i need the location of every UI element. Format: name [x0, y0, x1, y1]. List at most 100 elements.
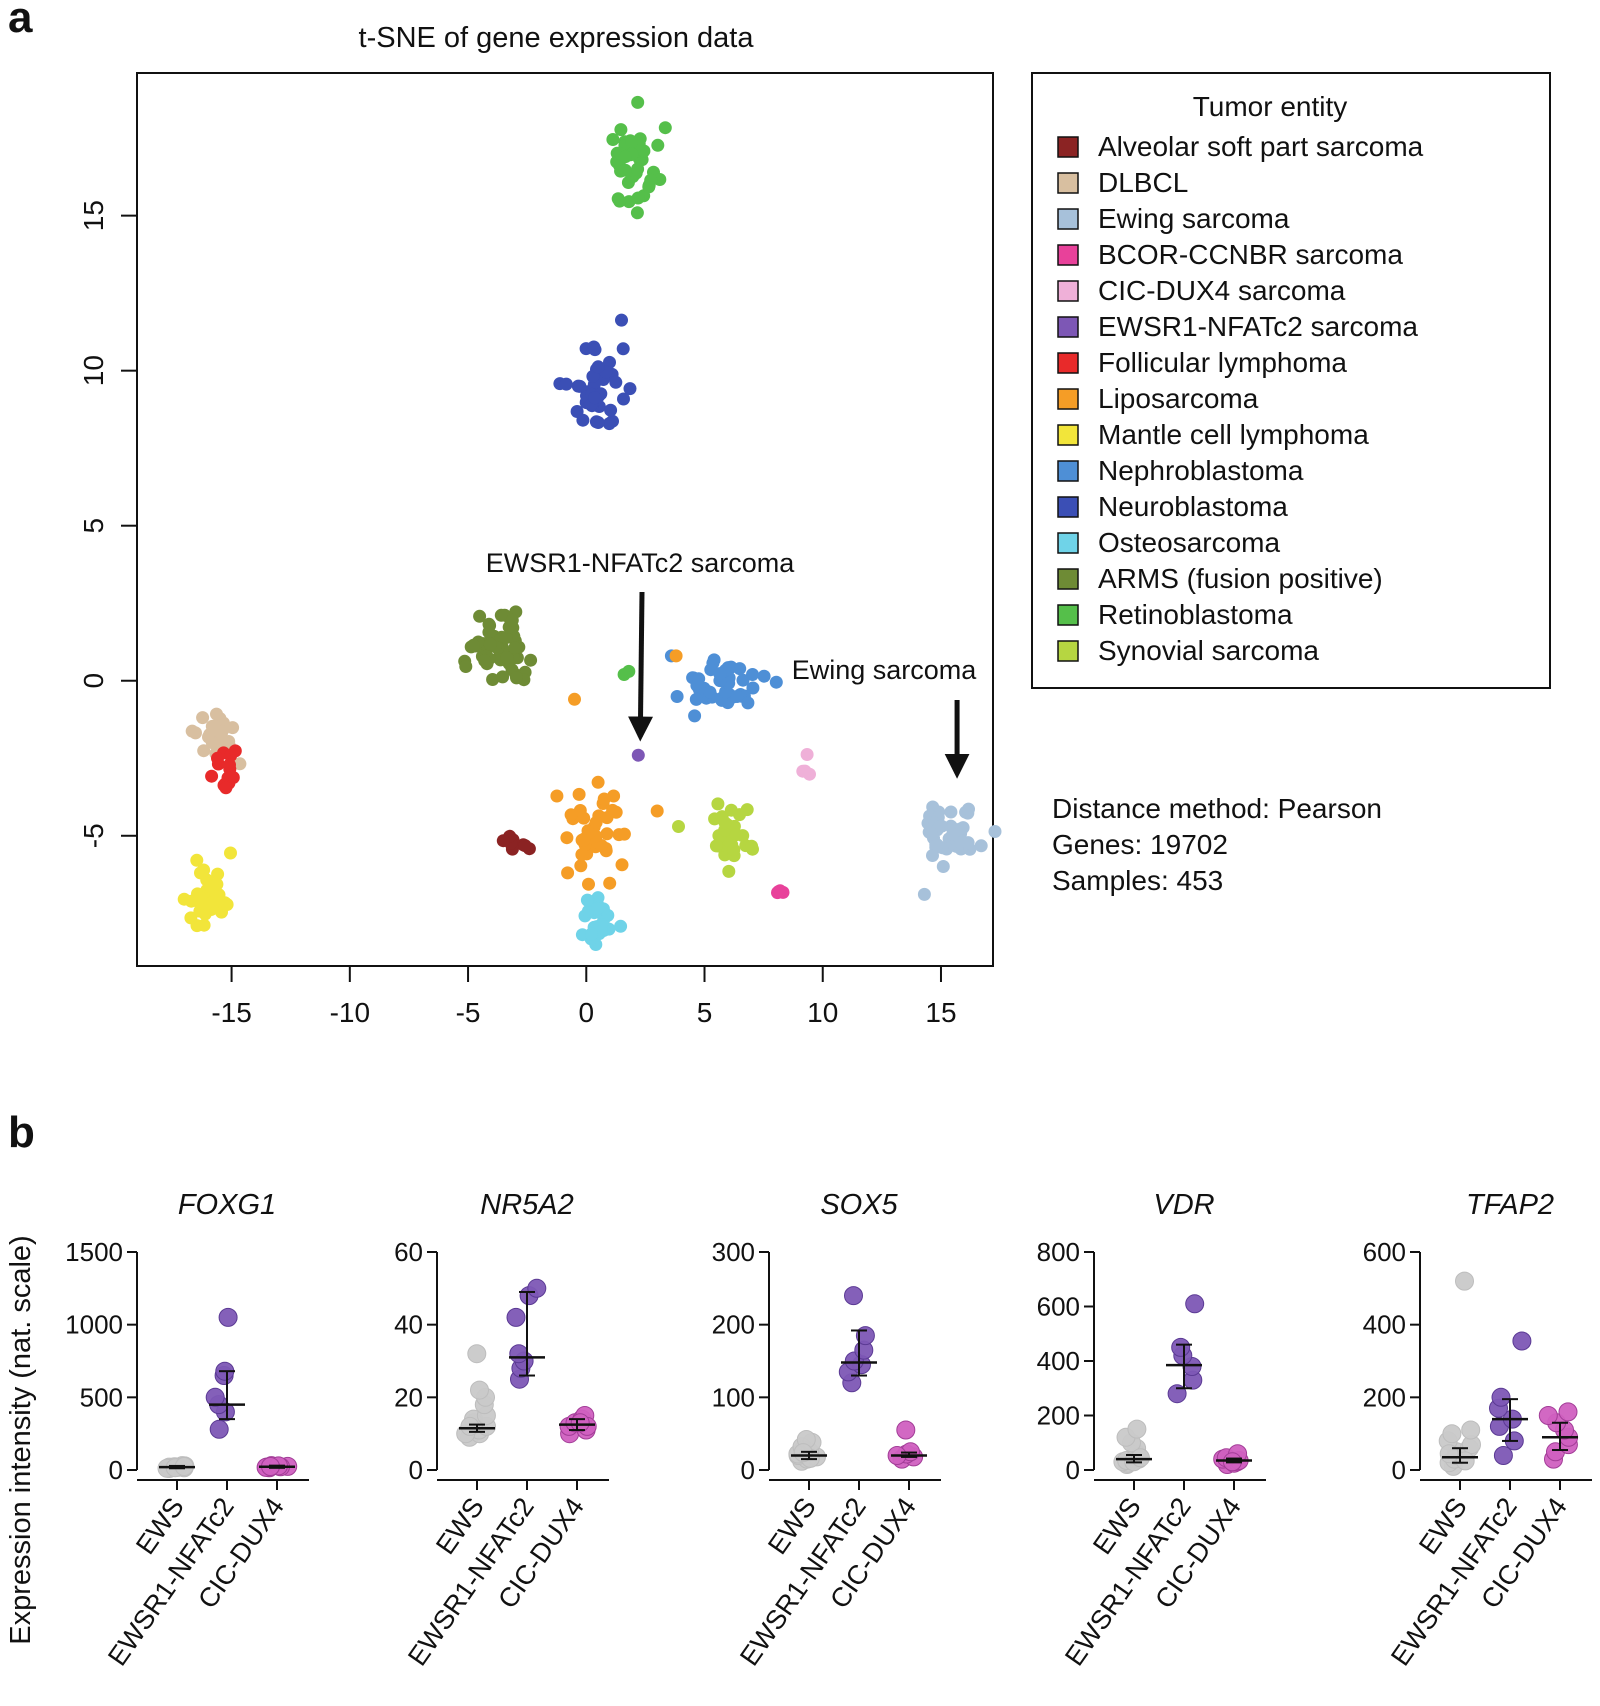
dotplot-point	[1461, 1420, 1481, 1440]
tsne-point	[210, 707, 223, 721]
tsne-point	[613, 194, 627, 208]
legend-label: Liposarcoma	[1098, 383, 1259, 414]
tsne-point	[936, 860, 950, 873]
tsne-point	[730, 690, 744, 703]
tsne-point	[580, 893, 594, 907]
dotplot-y-tick-label: 200	[712, 1310, 755, 1340]
tsne-point	[933, 819, 947, 833]
dotplot-point	[1493, 1446, 1513, 1465]
tsne-point	[561, 866, 575, 880]
tsne-point	[189, 726, 202, 740]
tsne-point	[589, 816, 603, 829]
dotplot-title: VDR	[1153, 1189, 1214, 1221]
tsne-point	[609, 375, 623, 389]
tsne-point	[631, 162, 645, 176]
dotplot-y-tick-label: 60	[394, 1237, 423, 1267]
y-tick-label: 10	[78, 355, 109, 386]
tsne-point	[591, 360, 605, 374]
tsne-point	[602, 417, 616, 431]
tsne-point	[459, 660, 473, 673]
dotplot-point	[1127, 1419, 1147, 1439]
tsne-point	[772, 885, 786, 898]
tsne-point	[741, 696, 755, 710]
tsne-point	[588, 391, 602, 405]
tsne-point	[524, 653, 538, 667]
tsne-point	[582, 877, 595, 891]
legend-label: Osteosarcoma	[1098, 527, 1280, 558]
dotplot-point	[1538, 1406, 1558, 1425]
tsne-point	[233, 757, 247, 771]
tsne-point	[733, 662, 747, 676]
tsne-point	[729, 828, 743, 842]
y-tick-label: 5	[78, 518, 109, 534]
tsne-point	[572, 787, 586, 801]
tsne-point	[946, 827, 960, 841]
dotplot-point	[1455, 1271, 1474, 1291]
dotplot-point	[509, 1344, 529, 1364]
dotplot-point	[1442, 1424, 1462, 1444]
dotplot-point	[896, 1420, 916, 1440]
tsne-point	[724, 803, 738, 817]
tsne-point	[713, 667, 727, 681]
legend-label: Mantle cell lymphoma	[1098, 419, 1369, 450]
tsne-point	[591, 775, 605, 789]
tsne-point	[224, 846, 237, 860]
legend-label: Retinoblastoma	[1098, 599, 1293, 630]
tsne-point	[196, 711, 210, 725]
legend-label: ARMS (fusion positive)	[1098, 563, 1383, 594]
tsne-point	[574, 859, 588, 873]
tsne-point	[615, 858, 629, 872]
tsne-point	[500, 651, 514, 664]
dotplot-y-tick-label: 0	[1066, 1455, 1080, 1485]
legend-label: Alveolar soft part sarcoma	[1098, 131, 1424, 162]
legend-swatch	[1057, 568, 1079, 590]
tsne-point	[688, 709, 702, 723]
tsne-point	[228, 744, 242, 758]
tsne-point	[689, 692, 703, 706]
legend-swatch	[1057, 208, 1079, 230]
tsne-chart: t-SNE of gene expression data -15 -10 -5 0 5…	[78, 22, 1002, 1028]
dotplot-y-tick-label: 1000	[65, 1310, 123, 1340]
tsne-point	[803, 767, 816, 781]
tsne-annotations: EWSR1-NFATc2 sarcoma Ewing sarcoma	[486, 548, 977, 779]
dotplot-y-tick-label: 500	[80, 1382, 123, 1412]
tsne-axes: -15 -10 -5 0 5 10 15 -5 0 5 10 15	[78, 200, 957, 1028]
tsne-point	[746, 681, 760, 695]
tsne-point	[604, 403, 618, 417]
legend-swatch	[1057, 244, 1079, 266]
tsne-point	[194, 891, 208, 905]
tsne-point	[594, 925, 608, 938]
tsne-point	[211, 751, 224, 765]
dotplot-y-tick-label: 20	[394, 1382, 423, 1412]
legend-swatch	[1057, 172, 1079, 194]
tsne-point	[618, 163, 632, 177]
tsne-point	[961, 836, 975, 850]
tsne-point	[496, 670, 510, 684]
tsne-point	[575, 848, 589, 862]
tsne-point	[956, 821, 970, 835]
tsne-point	[618, 150, 632, 164]
tsne-point	[478, 654, 492, 668]
tsne-point	[482, 625, 496, 639]
legend-label: Follicular lymphoma	[1098, 347, 1347, 378]
tsne-point	[576, 413, 590, 427]
tsne-point	[213, 725, 227, 739]
info-distance-method: Distance method: Pearson	[1052, 793, 1382, 824]
dotplot-point	[1455, 1451, 1475, 1471]
legend-label: Nephroblastoma	[1098, 455, 1304, 486]
tsne-point	[197, 863, 211, 877]
dotplot-point	[1491, 1387, 1511, 1407]
tsne-point	[560, 831, 574, 845]
legend-swatch	[1057, 604, 1079, 626]
tsne-point	[930, 838, 944, 852]
tsne-point	[190, 853, 204, 867]
legend-items: Alveolar soft part sarcoma DLBCL Ewing sar…	[1057, 131, 1424, 666]
tsne-plot-frame	[136, 72, 994, 967]
legend-swatch	[1057, 424, 1079, 446]
dotplot-title: SOX5	[820, 1189, 898, 1221]
tsne-point	[614, 919, 628, 933]
info-samples: Samples: 453	[1052, 865, 1223, 896]
tsne-point	[974, 839, 988, 853]
dotplot-y-tick-label: 600	[1363, 1237, 1406, 1267]
